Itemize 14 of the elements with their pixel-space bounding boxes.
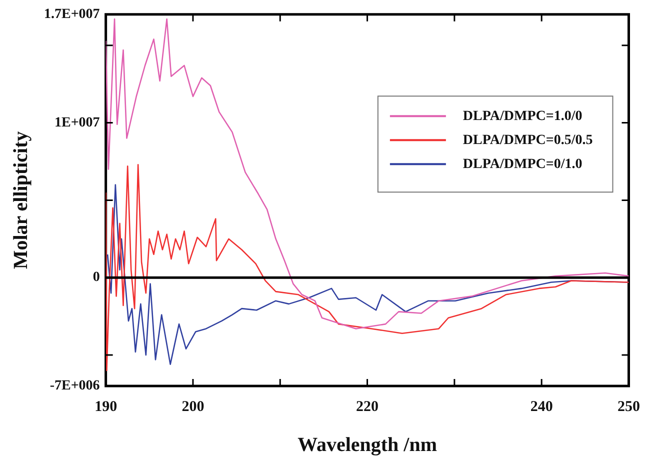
- x-tick-label: 240: [530, 398, 553, 415]
- x-tick-label: 250: [618, 398, 640, 415]
- y-axis-title: Molar ellipticity: [10, 131, 32, 270]
- x-axis-title: Wavelength /nm: [298, 434, 438, 456]
- legend-label: DLPA/DMPC=0.5/0.5: [462, 132, 593, 148]
- y-tick-label: -7E+006: [50, 378, 100, 394]
- x-tick-label: 220: [356, 398, 379, 415]
- x-tick-label: 200: [182, 398, 204, 415]
- y-tick-label: 1E+007: [54, 115, 100, 130]
- y-tick-label: 1.7E+007: [44, 7, 100, 22]
- y-tick-label: 0: [92, 270, 100, 286]
- legend-label: DLPA/DMPC=0/1.0: [462, 156, 582, 172]
- legend-label: DLPA/DMPC=1.0/0: [462, 108, 582, 124]
- x-tick-label: 190: [94, 398, 118, 415]
